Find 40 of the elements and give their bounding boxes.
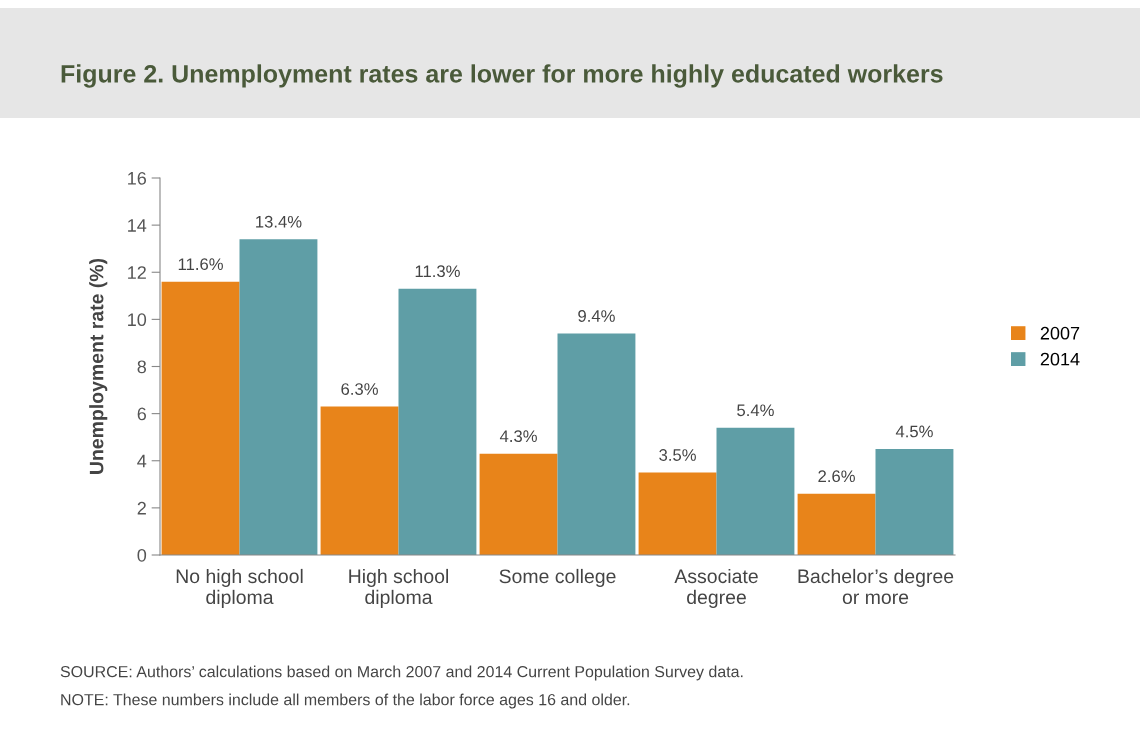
bar <box>557 333 636 555</box>
data-label: 11.3% <box>415 265 460 278</box>
data-label: 9.4% <box>578 310 615 322</box>
y-tick-label: 16 <box>128 171 147 185</box>
bar <box>797 493 876 555</box>
data-label: 2.6% <box>818 470 855 483</box>
y-tick-label: 2 <box>137 501 146 515</box>
legend-label: 2007 <box>1040 326 1080 340</box>
x-tick-label: No high school diploma <box>176 568 303 608</box>
bar <box>161 281 240 555</box>
y-tick-label: 12 <box>128 266 146 279</box>
data-label: 3.5% <box>659 449 696 461</box>
data-label: 5.4% <box>737 404 774 417</box>
bar <box>638 472 717 555</box>
y-tick-label: 10 <box>128 313 147 327</box>
x-tick-label: Bachelor’s degree or more <box>798 568 954 605</box>
y-tick-label: 14 <box>128 219 147 232</box>
text: NOTE: These numbers include all members of the labor force ages 16 and older. <box>61 693 630 709</box>
data-label: 13.4% <box>256 215 302 228</box>
bar <box>716 427 795 555</box>
data-label: 11.6% <box>178 258 223 271</box>
legend-label: 2014 <box>1040 352 1080 366</box>
bar <box>479 453 558 555</box>
x-tick-label: Some college <box>499 568 616 588</box>
source-note: SOURCE: Authors’ calculations based on March 2007 and 2014 Current Population Survey data. <box>60 665 743 681</box>
chart-title: Figure 2. Unemployment rates are lower for more highly educated workers <box>61 64 943 88</box>
x-tick-label: Associate degree <box>674 568 758 608</box>
data-label: 4.3% <box>499 430 537 443</box>
bar <box>398 288 477 555</box>
bar <box>239 239 318 555</box>
bar <box>875 448 954 555</box>
y-tick-label: 8 <box>137 360 147 374</box>
y-tick-label: 4 <box>137 454 147 468</box>
bar <box>320 406 399 555</box>
y-axis-title: Unemployment rate (%) <box>89 258 108 474</box>
data-label: 6.3% <box>341 383 378 395</box>
data-label: 4.5% <box>895 425 933 438</box>
y-tick-label: 6 <box>137 407 147 421</box>
y-tick-label: 0 <box>137 548 147 562</box>
x-tick-label: High school diploma <box>349 568 448 608</box>
